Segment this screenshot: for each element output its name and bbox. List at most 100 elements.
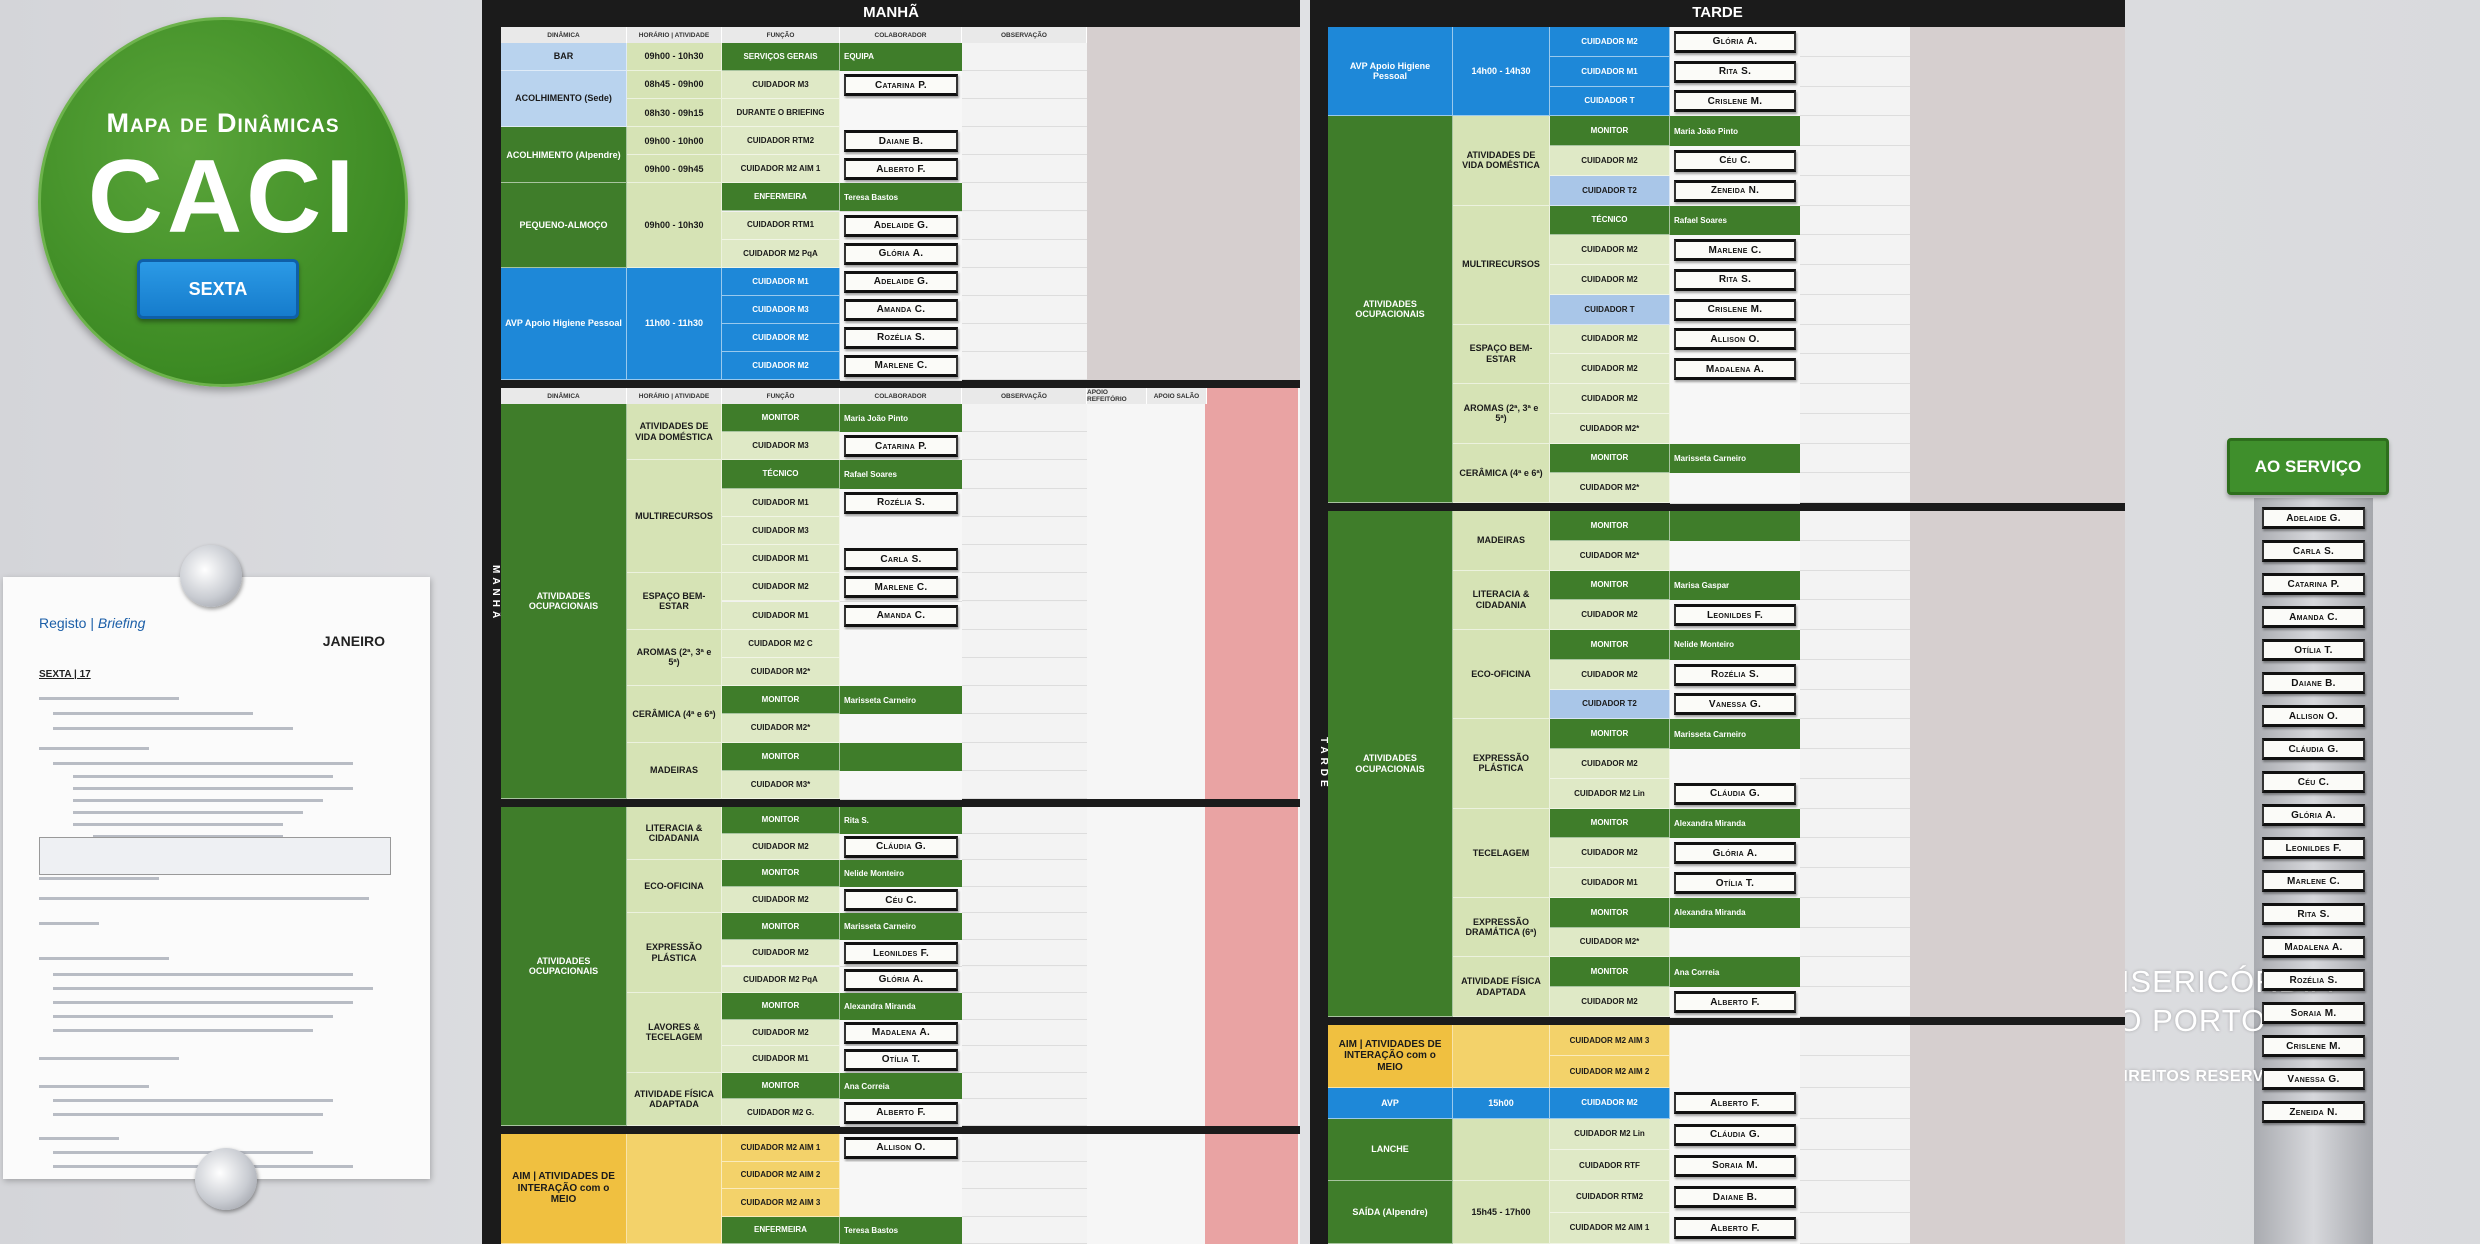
observation-cell: [1800, 86, 1910, 117]
text-line: [39, 897, 369, 900]
role-cell: CUIDADOR T2: [1550, 175, 1670, 206]
activity-cell: [1453, 1118, 1550, 1182]
column-header: APOIO REFEITÓRIO: [1087, 388, 1147, 404]
name-tag: Céu C.: [1674, 149, 1796, 172]
role-cell: CUIDADOR RTM2: [722, 127, 840, 156]
role-cell: CUIDADOR M3: [722, 432, 840, 461]
column-header: APOIO SALÃO: [1147, 388, 1207, 404]
briefing-title-row: Registo | Briefing: [39, 615, 146, 631]
name-tag: Marlene C.: [1674, 239, 1796, 262]
role-cell: CUIDADOR M2: [722, 939, 840, 967]
name-cell: [840, 714, 962, 744]
name-cell: [1670, 927, 1800, 959]
role-cell: CUIDADOR M2*: [1550, 473, 1670, 503]
staff-name: Marisa Gaspar: [1674, 580, 1730, 590]
observation-cell: [1800, 927, 1910, 958]
activity-cell: 15h45 - 17h00: [1453, 1181, 1550, 1244]
duty-tag: Madalena A.: [2262, 936, 2365, 958]
observation-cell: [962, 155, 1087, 184]
on-duty-title: AO SERVIÇO: [2227, 438, 2389, 495]
role-cell: CUIDADOR M2 AIM 2: [722, 1161, 840, 1189]
role-cell: CUIDADOR M2: [1550, 27, 1670, 57]
observation-cell: [1800, 205, 1910, 236]
observation-cell: [1800, 1150, 1910, 1182]
observation-cell: [962, 657, 1087, 687]
name-tag: Rozélia S.: [844, 326, 958, 349]
role-cell: CUIDADOR M3: [722, 295, 840, 324]
observation-cell: [1800, 324, 1910, 355]
observation-cell: [1800, 265, 1910, 295]
name-cell: [840, 1216, 962, 1244]
name-cell: [840, 807, 962, 835]
group-cell: ACOLHIMENTO (Alpendre): [501, 127, 627, 184]
activity-cell: 09h00 - 10h30: [627, 183, 722, 268]
name-tag: Marlene C.: [844, 354, 958, 377]
text-line: [39, 922, 99, 925]
activity-cell: MADEIRAS: [627, 742, 722, 799]
observation-cell: [1800, 630, 1910, 660]
group-cell: ATIVIDADES OCUPACIONAIS: [1328, 511, 1453, 1017]
name-tag: Rita S.: [1674, 60, 1796, 83]
activity-cell: 09h00 - 10h00: [627, 127, 722, 156]
activity-cell: 08h45 - 09h00: [627, 71, 722, 100]
duty-tag: Rozélia S.: [2262, 969, 2365, 991]
text-line: [53, 712, 253, 715]
staff-name: Rita S.: [844, 815, 869, 825]
role-cell: MONITOR: [722, 993, 840, 1020]
role-cell: CUIDADOR M3: [722, 71, 840, 100]
duty-tag: Vanessa G.: [2262, 1068, 2365, 1090]
staff-name: Nelide Monteiro: [844, 868, 905, 878]
observation-cell: [962, 833, 1087, 861]
duty-tag: Cláudia G.: [2262, 738, 2365, 760]
text-line: [73, 811, 303, 814]
activity-cell: LAVORES & TECELAGEM: [627, 993, 722, 1073]
role-cell: MONITOR: [1550, 957, 1670, 988]
activity-cell: EXPRESSÃO DRAMÁTICA (6ª): [1453, 897, 1550, 958]
observation-cell: [1800, 294, 1910, 325]
name-cell: [1670, 384, 1800, 415]
name-tag: Soraia M.: [1674, 1154, 1796, 1177]
logo-subtitle: Mapa de Dinâmicas: [106, 108, 340, 138]
role-cell: CUIDADOR RTM2: [1550, 1181, 1670, 1213]
name-cell: [840, 516, 962, 547]
name-cell: [1670, 116, 1800, 147]
role-cell: CUIDADOR M2*: [722, 714, 840, 743]
text-line: [53, 1099, 333, 1102]
observation-cell: [1800, 1056, 1910, 1088]
observation-cell: [962, 323, 1087, 352]
staff-name: Teresa Bastos: [844, 192, 899, 202]
role-cell: CUIDADOR M2: [1550, 659, 1670, 690]
staff-name: EQUIPA: [844, 52, 875, 62]
role-cell: CUIDADOR T: [1550, 294, 1670, 325]
role-cell: DURANTE O BRIEFING: [722, 99, 840, 128]
name-cell: [1670, 1025, 1800, 1058]
staff-name: Teresa Bastos: [844, 1225, 899, 1235]
role-cell: CUIDADOR M1: [722, 488, 840, 517]
duty-tag: Carla S.: [2262, 540, 2365, 562]
text-line: [93, 835, 283, 838]
observation-cell: [1800, 1118, 1910, 1151]
observation-cell: [962, 1134, 1087, 1162]
observation-cell: [1800, 868, 1910, 898]
role-cell: CUIDADOR M2 Lin: [1550, 778, 1670, 809]
text-line: [53, 1015, 333, 1018]
group-cell: AVP: [1328, 1087, 1453, 1119]
column-header: COLABORADOR: [840, 388, 962, 404]
role-cell: CUIDADOR M2: [722, 886, 840, 914]
activity-cell: MADEIRAS: [1453, 511, 1550, 571]
duty-tag: Crislene M.: [2262, 1035, 2365, 1057]
activity-cell: LITERACIA & CIDADANIA: [627, 807, 722, 861]
observation-cell: [962, 1189, 1087, 1217]
role-cell: CUIDADOR M2*: [1550, 413, 1670, 444]
column-header: OBSERVAÇÃO: [962, 27, 1087, 43]
blank-area: [1910, 1025, 2125, 1244]
role-cell: MONITOR: [1550, 719, 1670, 750]
name-tag: Alberto F.: [844, 1101, 958, 1124]
text-line: [73, 823, 283, 826]
observation-cell: [1800, 987, 1910, 1017]
name-tag: Crislene M.: [1674, 90, 1796, 113]
duty-tag: Catarina P.: [2262, 573, 2365, 595]
column-header: DINÂMICA: [501, 388, 627, 404]
lunch-column: [1205, 807, 1298, 1126]
role-cell: CUIDADOR M2: [722, 351, 840, 380]
